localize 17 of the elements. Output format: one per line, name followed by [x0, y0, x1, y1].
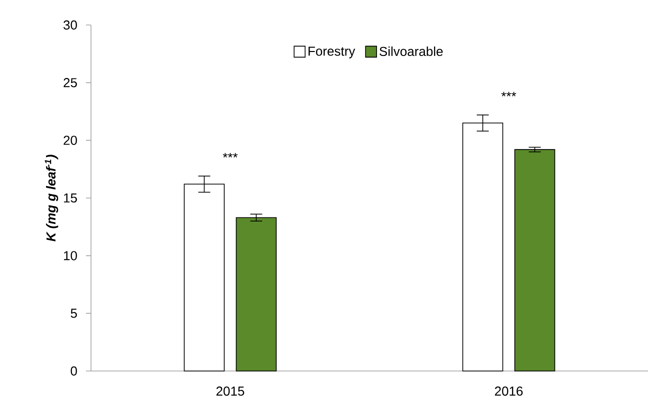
y-axis-title: K (mg g leaf$^{-1}$)	[44, 154, 58, 242]
y-tick-label: 30	[64, 20, 77, 30]
annotation: ***	[501, 92, 516, 96]
bar	[236, 217, 277, 372]
legend-label: Forestry	[308, 46, 356, 58]
y-tick-label: 20	[64, 136, 77, 145]
x-tick-label: 2016	[494, 386, 523, 396]
x-tick-label: 2015	[216, 386, 244, 396]
y-tick-label: 0	[70, 366, 77, 376]
y-tick-label: 10	[64, 251, 77, 260]
bar	[184, 184, 225, 372]
y-tick-label: 5	[70, 308, 77, 318]
bar	[514, 149, 556, 372]
y-tick-label: 25	[64, 78, 77, 88]
legend-label: Silvoarable	[380, 46, 443, 56]
y-tick-label: 15	[64, 193, 77, 203]
annotation: ***	[222, 152, 238, 158]
